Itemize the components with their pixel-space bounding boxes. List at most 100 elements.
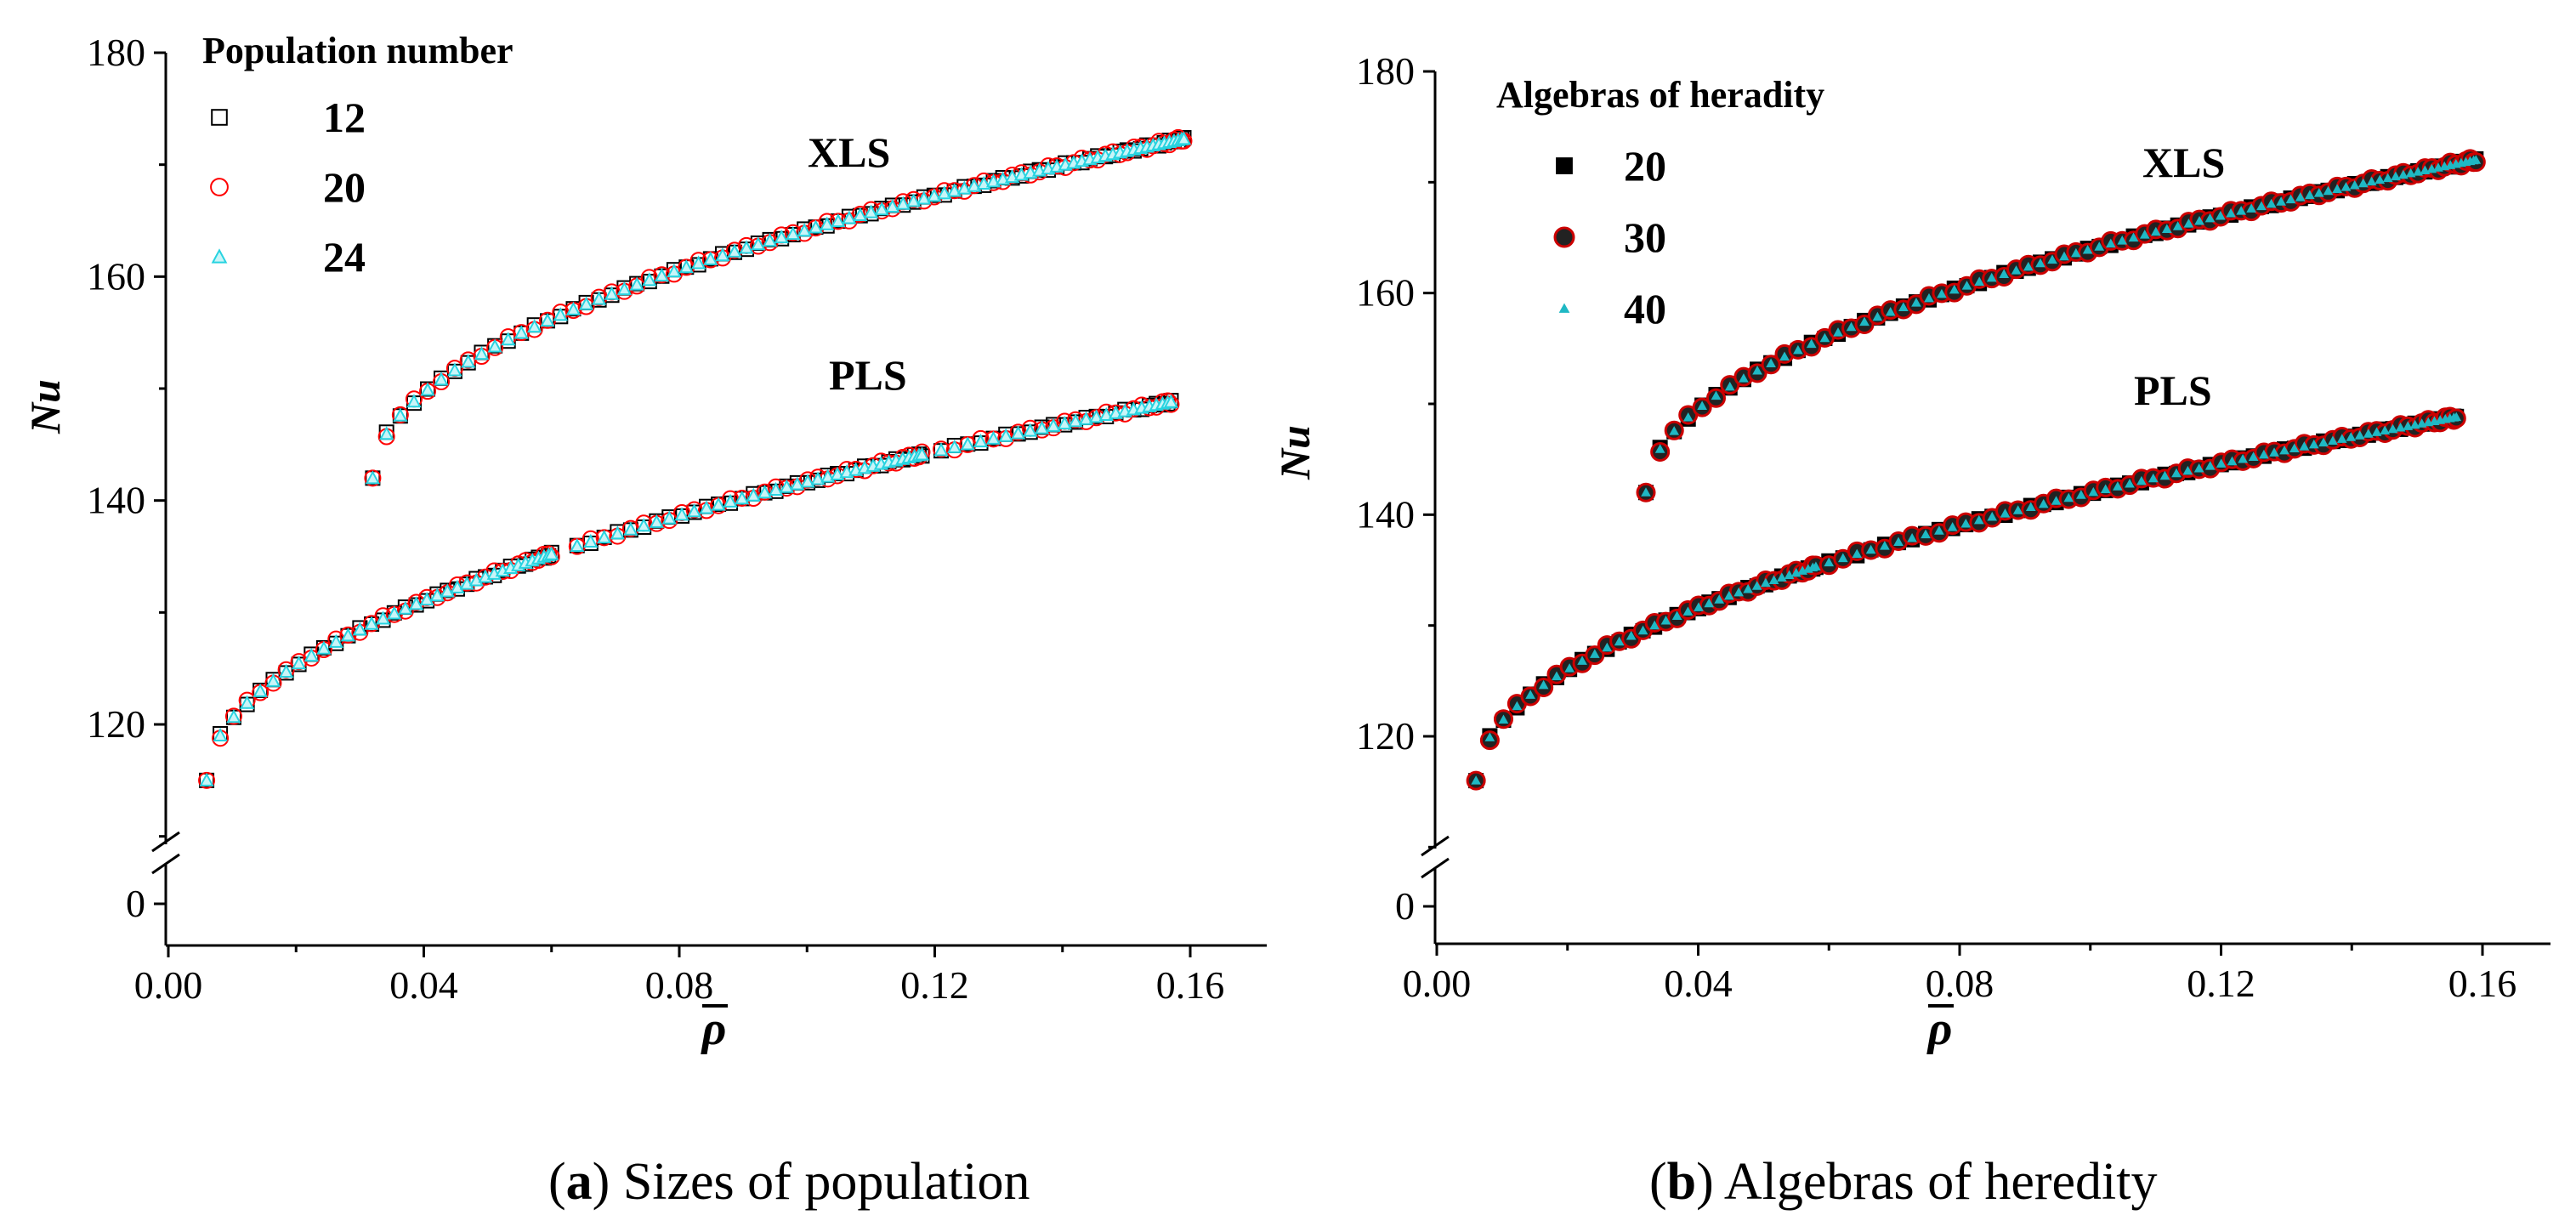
data-point-pls-40 xyxy=(2076,490,2086,499)
data-point-pls-40 xyxy=(2204,461,2216,470)
data-point-pls-24 xyxy=(291,656,307,670)
data-point-xls-40 xyxy=(2226,207,2236,218)
data-point-xls-40 xyxy=(1974,276,1985,286)
panel-b-annotation-pls: PLS xyxy=(2134,366,2212,414)
data-point-xls-24 xyxy=(715,247,730,262)
data-point-pls-24 xyxy=(265,673,281,687)
data-point-pls-24 xyxy=(316,640,332,655)
data-point-xls-24 xyxy=(956,180,972,195)
data-point-xls-40 xyxy=(2161,224,2172,233)
data-point-xls-24 xyxy=(727,243,742,258)
data-point-pls-24 xyxy=(278,663,294,678)
data-point-pls-24 xyxy=(570,537,585,553)
data-point-xls-40 xyxy=(2059,251,2069,261)
data-point-pls-40 xyxy=(2269,447,2279,457)
data-point-pls-40 xyxy=(1811,561,1821,571)
data-point-pls-24 xyxy=(239,695,255,709)
data-point-pls-40 xyxy=(1637,625,1648,635)
data-point-xls-40 xyxy=(2172,221,2183,230)
data-point-pls-24 xyxy=(779,479,795,493)
data-point-xls-40 xyxy=(1872,311,1883,321)
data-point-pls-40 xyxy=(2136,475,2147,485)
data-point-pls-40 xyxy=(1751,581,1762,590)
y-tick-label: 180 xyxy=(87,31,145,74)
data-point-pls-40 xyxy=(2387,423,2398,434)
data-point-pls-40 xyxy=(1614,636,1625,646)
data-point-pls-20 xyxy=(224,707,242,725)
data-point-pls-24 xyxy=(429,588,445,602)
data-point-xls-40 xyxy=(2405,167,2416,178)
data-point-pls-24 xyxy=(649,514,665,528)
data-point-xls-24 xyxy=(678,259,694,274)
panel-a-legend-title: Population number xyxy=(202,30,513,71)
data-point-xls-24 xyxy=(667,264,682,278)
data-point-xls-40 xyxy=(1654,444,1665,453)
data-point-xls-40 xyxy=(2391,171,2401,181)
data-point-pls-24 xyxy=(387,605,402,620)
data-point-xls-40 xyxy=(2358,178,2369,188)
data-point-xls-40 xyxy=(2323,185,2334,196)
data-point-xls-24 xyxy=(642,272,657,287)
data-point-xls-24 xyxy=(434,372,449,386)
data-point-pls-40 xyxy=(1921,529,1931,539)
data-point-xls-40 xyxy=(2413,167,2423,176)
data-point-pls-24 xyxy=(226,709,241,724)
panel-a-legend-label-12: 12 xyxy=(323,94,366,141)
data-point-pls-40 xyxy=(1704,598,1715,608)
data-point-xls-24 xyxy=(774,230,789,244)
data-point-xls-24 xyxy=(797,223,812,237)
data-point-pls-24 xyxy=(735,491,750,505)
data-point-pls-40 xyxy=(2000,508,2011,518)
data-point-pls-40 xyxy=(2318,437,2329,447)
data-point-pls-24 xyxy=(1163,394,1179,408)
data-point-xls-40 xyxy=(2398,169,2409,179)
data-point-pls-24 xyxy=(583,533,599,548)
data-point-pls-24 xyxy=(768,481,784,496)
data-point-xls-40 xyxy=(2023,261,2034,271)
data-point-pls-40 xyxy=(1824,557,1835,567)
data-point-xls-24 xyxy=(927,188,942,202)
panel-a-annotation-xls: XLS xyxy=(808,128,890,176)
data-point-xls-40 xyxy=(1697,400,1707,410)
caption-b-letter: b xyxy=(1667,1153,1696,1211)
data-point-pls-40 xyxy=(1498,714,1509,724)
y-tick-label: 140 xyxy=(1356,492,1415,536)
data-point-xls-40 xyxy=(1885,306,1896,316)
panel-a-chart: 120 140 160 180 0 0.00 0.04 0.08 0.12 0.16 Nu ρ P… xyxy=(21,30,1267,1055)
data-point-pls-40 xyxy=(2403,421,2414,430)
data-point-xls-40 xyxy=(1898,302,1909,311)
panel-a-legend-label-24: 24 xyxy=(323,233,366,281)
data-point-pls-24 xyxy=(1078,411,1094,425)
data-point-pls-24 xyxy=(914,446,930,461)
data-point-pls-40 xyxy=(2171,468,2182,478)
panel-b-axes: 120 140 160 180 0 0.00 0.04 0.08 0.12 0.16 xyxy=(1356,49,2550,1005)
data-point-xls-24 xyxy=(378,426,394,440)
y-axis-break-mark xyxy=(151,831,180,853)
x-tick-label: 0.00 xyxy=(134,963,203,1007)
data-point-pls-40 xyxy=(2308,439,2319,449)
data-point-pls-40 xyxy=(2193,463,2204,473)
data-point-pls-40 xyxy=(1865,544,1876,554)
data-point-pls-24 xyxy=(800,474,815,488)
data-point-pls-24 xyxy=(757,485,773,499)
data-point-pls-40 xyxy=(1660,615,1671,625)
data-point-pls-40 xyxy=(2227,456,2238,466)
y-tick-label-zero: 0 xyxy=(1395,884,1415,928)
y-axis-break-mark xyxy=(151,853,180,875)
caption-a-text: Sizes of population xyxy=(610,1153,1030,1211)
legend-marker-20 xyxy=(1556,157,1573,174)
data-point-pls-40 xyxy=(1987,511,1998,521)
data-point-xls-40 xyxy=(2420,165,2431,174)
data-point-pls-40 xyxy=(1973,514,1984,525)
data-point-pls-40 xyxy=(2038,498,2049,508)
data-point-pls-40 xyxy=(1626,630,1637,640)
data-point-pls-40 xyxy=(2363,429,2374,438)
data-point-pls-40 xyxy=(1564,663,1575,673)
data-point-xls-40 xyxy=(1669,426,1680,435)
caption-b-text: Algebras of heredity xyxy=(1714,1153,2158,1211)
data-point-pls-24 xyxy=(440,583,455,598)
data-point-pls-40 xyxy=(2051,496,2062,505)
data-point-xls-24 xyxy=(905,193,922,207)
data-point-xls-40 xyxy=(2094,241,2105,251)
data-point-pls-40 xyxy=(2416,418,2427,428)
